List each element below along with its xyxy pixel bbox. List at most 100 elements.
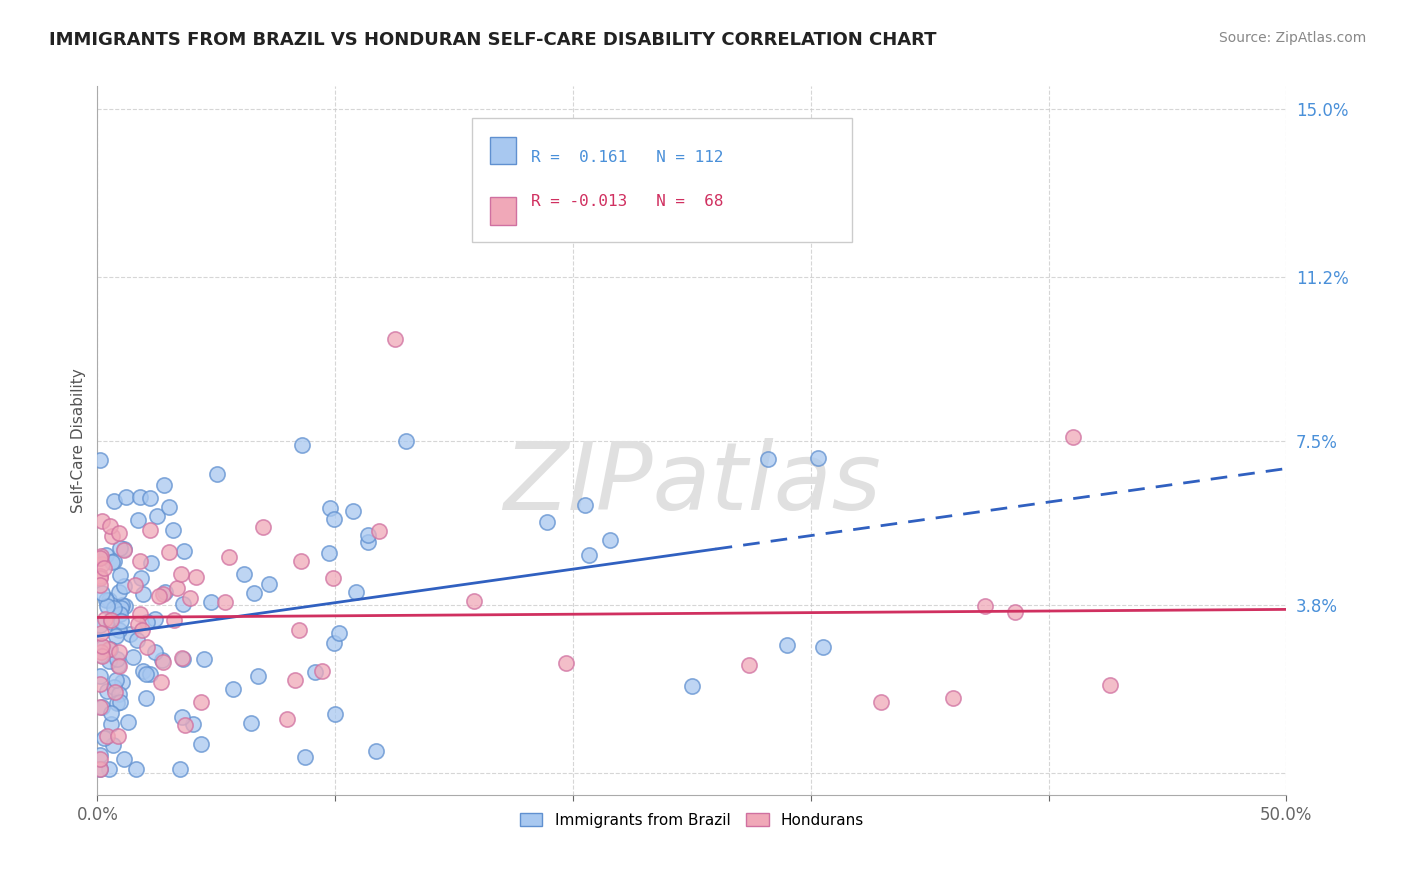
Point bbox=[304, 665, 326, 680]
Point bbox=[150, 652, 173, 666]
Point bbox=[91, 557, 114, 571]
Point bbox=[105, 652, 128, 666]
Point bbox=[172, 597, 194, 611]
Point bbox=[112, 542, 135, 557]
Point bbox=[91, 640, 114, 654]
Point bbox=[599, 533, 621, 547]
Point bbox=[107, 659, 129, 673]
Point bbox=[98, 641, 121, 656]
Point bbox=[127, 513, 149, 527]
Point bbox=[318, 546, 340, 560]
Point bbox=[395, 434, 418, 448]
Point bbox=[1062, 430, 1084, 444]
Point bbox=[214, 595, 236, 609]
Point bbox=[108, 695, 131, 709]
Point bbox=[145, 612, 167, 626]
Point bbox=[218, 550, 240, 565]
Point bbox=[357, 528, 380, 542]
Point bbox=[127, 617, 149, 632]
Point bbox=[103, 601, 125, 615]
Point bbox=[112, 578, 135, 592]
Point bbox=[135, 667, 157, 681]
Point bbox=[105, 696, 128, 710]
Point bbox=[108, 541, 131, 556]
Text: ZIPatlas: ZIPatlas bbox=[503, 438, 880, 529]
Point bbox=[200, 594, 222, 608]
Point bbox=[578, 548, 600, 562]
Point bbox=[243, 586, 266, 600]
Point bbox=[108, 687, 131, 701]
Point bbox=[357, 534, 380, 549]
Point bbox=[89, 568, 111, 582]
Point bbox=[157, 544, 180, 558]
Point bbox=[94, 612, 117, 626]
Point bbox=[807, 450, 830, 465]
Point bbox=[108, 567, 131, 582]
Point bbox=[138, 523, 160, 537]
Point bbox=[162, 523, 184, 537]
Point bbox=[124, 578, 146, 592]
Point bbox=[89, 452, 111, 467]
Point bbox=[148, 589, 170, 603]
Point bbox=[108, 645, 131, 659]
Point bbox=[101, 528, 124, 542]
Point bbox=[90, 648, 112, 663]
Point bbox=[152, 587, 174, 601]
Point bbox=[100, 613, 122, 627]
Point bbox=[101, 555, 124, 569]
Point bbox=[319, 501, 342, 516]
Point bbox=[89, 551, 111, 566]
Point bbox=[89, 700, 111, 714]
Point bbox=[157, 500, 180, 515]
Point bbox=[107, 657, 129, 672]
Point bbox=[323, 636, 346, 650]
Point bbox=[554, 657, 576, 671]
Point bbox=[96, 729, 118, 743]
Point bbox=[103, 554, 125, 568]
Point bbox=[94, 548, 117, 562]
Point bbox=[131, 587, 153, 601]
Point bbox=[98, 655, 121, 669]
Point bbox=[91, 648, 114, 663]
Point bbox=[205, 467, 228, 482]
Point bbox=[190, 737, 212, 751]
Point bbox=[114, 490, 136, 504]
Point bbox=[93, 560, 115, 574]
Point bbox=[100, 706, 122, 721]
Point bbox=[169, 566, 191, 581]
Point bbox=[89, 571, 111, 585]
Point bbox=[813, 640, 835, 654]
Legend: Immigrants from Brazil, Hondurans: Immigrants from Brazil, Hondurans bbox=[513, 806, 870, 834]
Point bbox=[135, 615, 157, 630]
FancyBboxPatch shape bbox=[472, 119, 852, 243]
Point bbox=[93, 731, 115, 746]
Point bbox=[89, 762, 111, 776]
Point bbox=[232, 566, 254, 581]
Point bbox=[153, 478, 176, 492]
Point bbox=[162, 613, 184, 627]
Point bbox=[294, 750, 316, 764]
Point bbox=[1099, 678, 1122, 692]
Point bbox=[104, 684, 127, 698]
Point bbox=[247, 669, 270, 683]
Point bbox=[117, 714, 139, 729]
Y-axis label: Self-Care Disability: Self-Care Disability bbox=[72, 368, 86, 513]
Point bbox=[94, 593, 117, 607]
Point bbox=[131, 623, 153, 637]
Point bbox=[124, 762, 146, 776]
Bar bbox=[489, 137, 516, 164]
Point bbox=[384, 332, 406, 346]
Point bbox=[574, 498, 596, 512]
Point bbox=[89, 677, 111, 691]
Point bbox=[174, 717, 197, 731]
Point bbox=[110, 600, 132, 615]
Point bbox=[138, 667, 160, 681]
Point bbox=[311, 664, 333, 678]
Text: IMMIGRANTS FROM BRAZIL VS HONDURAN SELF-CARE DISABILITY CORRELATION CHART: IMMIGRANTS FROM BRAZIL VS HONDURAN SELF-… bbox=[49, 31, 936, 49]
Point bbox=[111, 599, 134, 613]
Point bbox=[105, 673, 128, 687]
Point bbox=[288, 623, 311, 637]
Point bbox=[323, 707, 346, 722]
Point bbox=[290, 438, 312, 452]
Point bbox=[367, 524, 389, 539]
